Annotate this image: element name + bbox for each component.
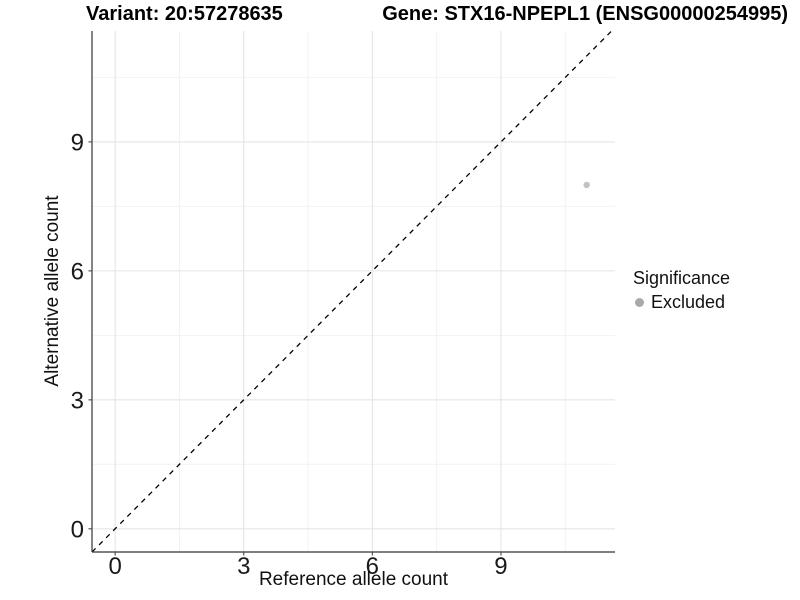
data-point <box>583 181 590 189</box>
y-tick-label: 0 <box>71 516 84 543</box>
legend-item-label: Excluded <box>651 292 726 312</box>
y-tick-label: 9 <box>71 129 84 156</box>
x-tick-label: 9 <box>494 553 507 580</box>
legend-title: Significance <box>633 268 731 288</box>
x-axis-title: Reference allele count <box>258 569 449 590</box>
legend-point-icon <box>635 297 644 307</box>
legend: Significance Excluded <box>633 266 730 313</box>
y-tick-label: 3 <box>71 387 84 414</box>
y-axis-title: Alternative allele count <box>42 195 63 387</box>
legend-item-excluded: Excluded <box>633 291 730 313</box>
identity-line <box>91 30 613 553</box>
variant-title: Variant: 20:57278635 <box>86 3 283 25</box>
x-tick-label: 0 <box>108 553 121 580</box>
x-tick-label: 3 <box>237 553 250 580</box>
y-tick-label: 6 <box>71 258 84 285</box>
x-tick-label: 6 <box>366 553 379 580</box>
gene-title: Gene: STX16-NPEPL1 (ENSG00000254995) <box>382 3 788 25</box>
